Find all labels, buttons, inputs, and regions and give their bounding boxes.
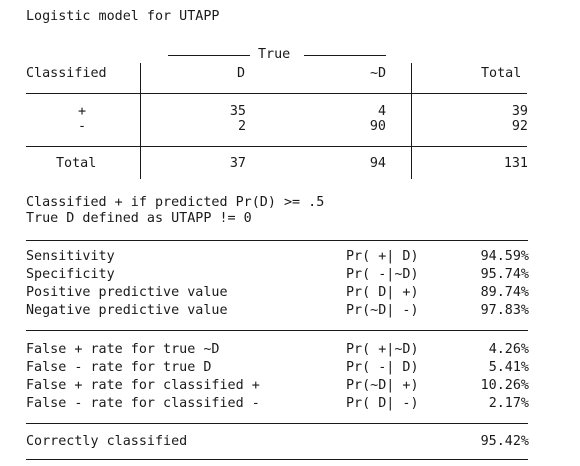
stat-prob: Pr(~D| -) xyxy=(346,303,419,318)
col-header-total: Total xyxy=(481,66,522,81)
stats-bottom-rule xyxy=(26,423,528,424)
stat-prob: Pr( +| D) xyxy=(346,249,419,264)
stat-value: 5.41% xyxy=(488,360,529,375)
stat-label: Negative predictive value xyxy=(26,303,228,318)
stats-mid-rule xyxy=(26,330,528,331)
stat-label: False + rate for true ~D xyxy=(26,342,220,357)
table-vline-left xyxy=(140,63,141,179)
stat-label: False - rate for classified - xyxy=(26,396,260,411)
stat-label: Sensitivity xyxy=(26,249,115,264)
stat-label: Positive predictive value xyxy=(26,285,228,300)
table-vline-right xyxy=(411,63,412,179)
cell-notd: 90 xyxy=(369,119,386,134)
stat-prob: Pr( +|~D) xyxy=(346,342,419,357)
true-header-line-left xyxy=(168,55,250,56)
stat-prob: Pr(~D| +) xyxy=(346,378,419,393)
stat-value: 10.26% xyxy=(480,378,529,393)
stat-value: 94.59% xyxy=(480,249,529,264)
col-header-notd: ~D xyxy=(370,66,387,81)
final-rule xyxy=(26,459,528,460)
stat-value: 89.74% xyxy=(480,285,529,300)
stats-top-rule xyxy=(26,240,528,241)
table-total-rule xyxy=(26,146,527,147)
cell-notd: 4 xyxy=(377,104,386,119)
total-cell-d: 37 xyxy=(229,156,246,171)
true-definition-note: True D defined as UTAPP != 0 xyxy=(26,211,252,226)
stat-label: Specificity xyxy=(26,267,115,282)
stat-prob: Pr( -| D) xyxy=(346,360,419,375)
classification-rule-note: Classified + if predicted Pr(D) >= .5 xyxy=(26,195,325,210)
stat-label: False + rate for classified + xyxy=(26,378,260,393)
stat-prob: Pr( D| +) xyxy=(346,285,419,300)
output-title: Logistic model for UTAPP xyxy=(26,9,220,24)
stat-value: 4.26% xyxy=(488,342,529,357)
cell-d: 35 xyxy=(229,104,246,119)
stat-value: 2.17% xyxy=(488,396,529,411)
col-header-classified: Classified xyxy=(26,66,107,81)
cell-total: 39 xyxy=(511,104,528,119)
row-label: - xyxy=(78,119,87,134)
stat-value: 97.83% xyxy=(480,303,529,318)
cell-d: 2 xyxy=(237,119,246,134)
true-header: True xyxy=(258,47,291,62)
stat-prob: Pr( D| -) xyxy=(346,396,419,411)
correct-value: 95.42% xyxy=(480,434,529,449)
true-header-line-right xyxy=(304,55,386,56)
total-cell-total: 131 xyxy=(503,156,528,171)
total-cell-notd: 94 xyxy=(369,156,386,171)
stat-value: 95.74% xyxy=(480,267,529,282)
table-header-rule xyxy=(26,93,527,94)
stat-prob: Pr( -|~D) xyxy=(346,267,419,282)
row-label: + xyxy=(78,104,87,119)
correct-label: Correctly classified xyxy=(26,434,188,449)
total-row-label: Total xyxy=(56,156,97,171)
cell-total: 92 xyxy=(511,119,528,134)
stat-label: False - rate for true D xyxy=(26,360,212,375)
col-header-d: D xyxy=(237,66,246,81)
